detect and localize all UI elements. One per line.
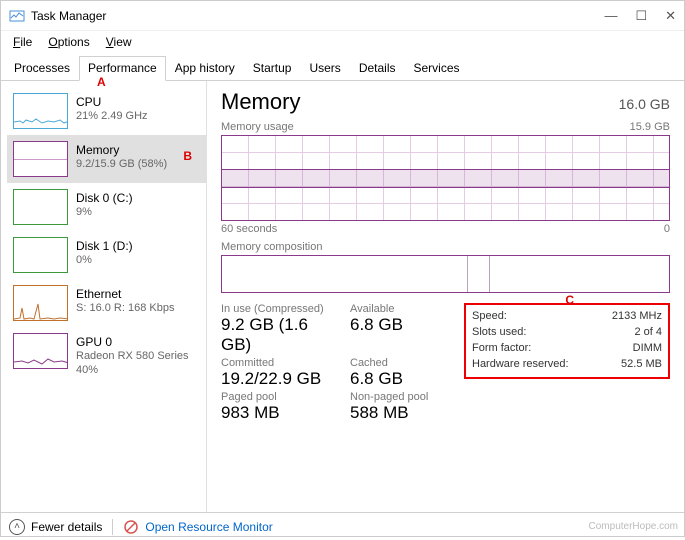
fewer-details-icon[interactable]: ˄ (9, 519, 25, 535)
hardware-info-box: Speed: 2133 MHz Slots used: 2 of 4 Form fa… (464, 303, 670, 379)
tab-performance[interactable]: Performance (79, 56, 166, 81)
time-right: 0 (664, 223, 670, 235)
tab-details[interactable]: Details (350, 56, 405, 81)
annotation-a: A (97, 75, 106, 89)
stats-grid: In use (Compressed)9.2 GB (1.6 GB) Avail… (221, 303, 670, 423)
minimize-button[interactable]: — (604, 8, 617, 24)
info-slots-label: Slots used: (472, 325, 526, 341)
tab-startup[interactable]: Startup (244, 56, 301, 81)
sidebar-item-gpu[interactable]: GPU 0 Radeon RX 580 Series 40% (7, 327, 206, 384)
usage-max: 15.9 GB (630, 121, 670, 133)
sidebar-disk0-title: Disk 0 (C:) (76, 191, 133, 206)
annotation-b: B (183, 149, 192, 163)
sidebar-memory-title: Memory (76, 143, 167, 158)
stat-avail-label: Available (350, 303, 450, 315)
titlebar: Task Manager — ☐ ✕ (1, 1, 684, 31)
sidebar-eth-title: Ethernet (76, 287, 174, 302)
stat-inuse-value: 9.2 GB (1.6 GB) (221, 315, 336, 355)
stat-nonpaged-value: 588 MB (350, 403, 450, 423)
tab-app-history[interactable]: App history (166, 56, 244, 81)
watermark: ComputerHope.com (589, 521, 678, 532)
sidebar-item-disk0[interactable]: Disk 0 (C:) 9% (7, 183, 206, 231)
info-slots-value: 2 of 4 (634, 325, 662, 341)
sidebar-disk1-sub: 0% (76, 254, 133, 268)
fewer-details-button[interactable]: Fewer details (31, 520, 102, 534)
menu-options[interactable]: Options (42, 33, 95, 51)
sidebar-cpu-title: CPU (76, 95, 148, 110)
memory-usage-chart (221, 135, 670, 221)
cpu-thumb-icon (13, 93, 68, 129)
stat-inuse-label: In use (Compressed) (221, 303, 336, 315)
footer: ˄ Fewer details Open Resource Monitor (1, 512, 684, 540)
info-hw-label: Hardware reserved: (472, 357, 569, 373)
info-form-label: Form factor: (472, 341, 531, 357)
sidebar-memory-sub: 9.2/15.9 GB (58%) (76, 158, 167, 172)
info-speed-label: Speed: (472, 309, 507, 325)
sidebar-gpu-sub: Radeon RX 580 Series 40% (76, 350, 189, 378)
app-icon (9, 8, 25, 24)
stat-cached-label: Cached (350, 357, 450, 369)
stat-avail-value: 6.8 GB (350, 315, 450, 335)
window-title: Task Manager (31, 9, 604, 23)
memory-thumb-icon (13, 141, 68, 177)
stat-committed-value: 19.2/22.9 GB (221, 369, 336, 389)
sidebar-eth-sub: S: 16.0 R: 168 Kbps (76, 302, 174, 316)
sidebar-gpu-title: GPU 0 (76, 335, 189, 350)
tab-users[interactable]: Users (300, 56, 349, 81)
resource-monitor-icon[interactable] (123, 519, 139, 535)
menubar: File Options View (1, 31, 684, 53)
memory-composition-chart (221, 255, 670, 293)
tab-services[interactable]: Services (405, 56, 469, 81)
window-controls: — ☐ ✕ (604, 8, 676, 24)
info-form-value: DIMM (633, 341, 662, 357)
sidebar-disk0-sub: 9% (76, 206, 133, 220)
sidebar-item-cpu[interactable]: CPU 21% 2.49 GHz (7, 87, 206, 135)
tab-processes[interactable]: Processes (5, 56, 79, 81)
footer-divider (112, 519, 113, 535)
menu-view[interactable]: View (100, 33, 138, 51)
compo-label: Memory composition (221, 241, 322, 253)
info-hw-value: 52.5 MB (621, 357, 662, 373)
main: CPU 21% 2.49 GHz Memory 9.2/15.9 GB (58%… (1, 81, 684, 512)
stat-committed-label: Committed (221, 357, 336, 369)
maximize-button[interactable]: ☐ (635, 8, 647, 24)
sidebar-disk1-title: Disk 1 (D:) (76, 239, 133, 254)
detail-pane: Memory 16.0 GB Memory usage 15.9 GB 60 s… (206, 81, 684, 512)
detail-heading: Memory (221, 89, 300, 115)
annotation-c: C (565, 293, 574, 307)
time-left: 60 seconds (221, 223, 277, 235)
open-resource-monitor-link[interactable]: Open Resource Monitor (145, 520, 272, 534)
usage-label: Memory usage (221, 121, 294, 133)
menu-file[interactable]: File (7, 33, 38, 51)
sidebar-cpu-sub: 21% 2.49 GHz (76, 110, 148, 124)
stat-paged-value: 983 MB (221, 403, 336, 423)
sidebar-item-memory[interactable]: Memory 9.2/15.9 GB (58%) B (7, 135, 206, 183)
ethernet-thumb-icon (13, 285, 68, 321)
stat-paged-label: Paged pool (221, 391, 336, 403)
stat-cached-value: 6.8 GB (350, 369, 450, 389)
gpu-thumb-icon (13, 333, 68, 369)
info-speed-value: 2133 MHz (612, 309, 662, 325)
close-button[interactable]: ✕ (665, 8, 676, 24)
sidebar: CPU 21% 2.49 GHz Memory 9.2/15.9 GB (58%… (1, 81, 206, 512)
detail-total: 16.0 GB (619, 96, 670, 112)
sidebar-item-ethernet[interactable]: Ethernet S: 16.0 R: 168 Kbps (7, 279, 206, 327)
tabbar: Processes Performance App history Startu… (1, 53, 684, 81)
disk1-thumb-icon (13, 237, 68, 273)
stat-nonpaged-label: Non-paged pool (350, 391, 450, 403)
disk0-thumb-icon (13, 189, 68, 225)
sidebar-item-disk1[interactable]: Disk 1 (D:) 0% (7, 231, 206, 279)
